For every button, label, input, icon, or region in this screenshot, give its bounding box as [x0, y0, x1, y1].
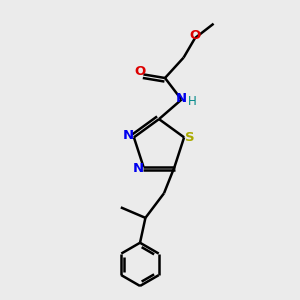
Text: O: O: [134, 65, 146, 79]
Text: O: O: [189, 28, 201, 42]
Text: N: N: [133, 162, 144, 175]
Text: N: N: [175, 92, 187, 106]
Text: H: H: [188, 94, 196, 108]
Text: N: N: [123, 129, 134, 142]
Text: S: S: [185, 131, 195, 144]
